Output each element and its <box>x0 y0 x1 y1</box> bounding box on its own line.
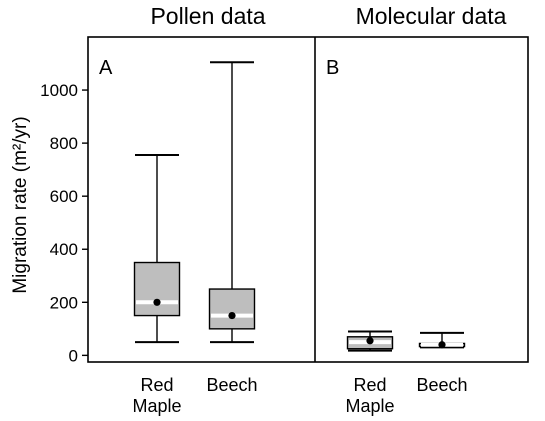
iqr-box <box>208 288 256 330</box>
mean-point <box>228 311 236 320</box>
y-axis-label: Migration rate (m²/yr) <box>10 116 31 293</box>
plot-area: 0 200 400 600 800 1000 A Red Maple Beech B Red Maple… <box>40 36 529 416</box>
panel-b-title: Molecular data <box>356 3 507 29</box>
x-category-label: Beech <box>416 375 467 395</box>
plot-frame <box>87 36 529 363</box>
y-tick-label: 0 <box>69 346 78 365</box>
mean-point <box>366 337 374 345</box>
mean-point <box>438 341 446 349</box>
x-category-label: Red Maple <box>132 375 181 416</box>
y-tick-label: 600 <box>50 187 78 206</box>
x-category-label: Beech <box>206 375 257 395</box>
x-category-label: Red Maple <box>345 375 394 416</box>
y-tick-label: 400 <box>50 240 78 259</box>
panel-label: B <box>326 57 339 79</box>
panel-label: A <box>99 57 113 79</box>
y-tick-label: 800 <box>50 134 78 153</box>
y-tick-label: 200 <box>50 293 78 312</box>
iqr-box <box>133 261 181 317</box>
y-tick-label: 1000 <box>40 81 78 100</box>
mean-point <box>153 298 161 306</box>
panel-a-title: Pollen data <box>150 3 265 29</box>
